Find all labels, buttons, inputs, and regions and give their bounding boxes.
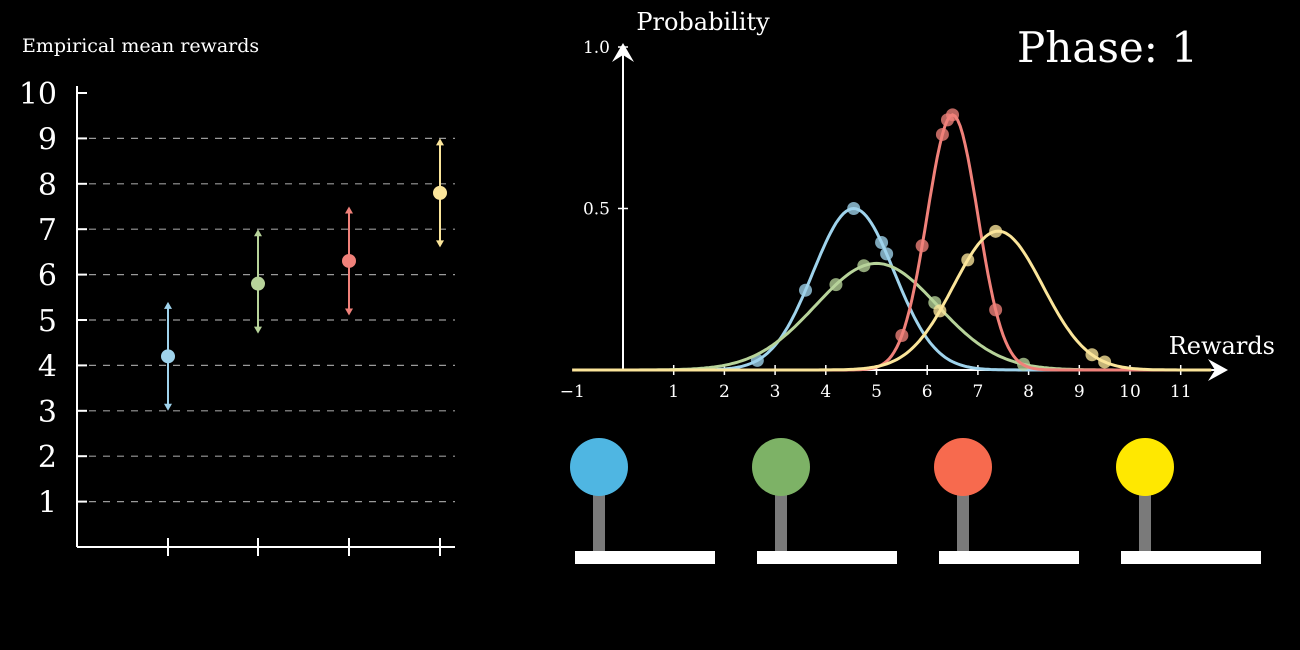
left-y-tick-label: 2: [38, 440, 57, 475]
lever-stick: [957, 493, 969, 558]
error-bar-arrow-down: [254, 326, 262, 334]
left-y-tick-label: 5: [38, 304, 57, 339]
error-bar-arrow-up: [164, 301, 172, 309]
right-y-tick-label: 1.0: [583, 38, 610, 58]
sample-point: [1085, 348, 1099, 362]
sample-point: [857, 259, 871, 273]
phase-label: Phase: 1: [1017, 23, 1198, 72]
sample-point: [847, 202, 861, 215]
mean-point: [161, 349, 175, 364]
error-bar-arrow-down: [436, 240, 444, 248]
right-x-tick-label: 5: [871, 382, 882, 402]
left-y-tick-label: 1: [38, 486, 57, 521]
right-x-tick-label: 6: [922, 382, 933, 402]
left-y-tick-label: 6: [38, 259, 57, 294]
mean-point: [433, 185, 447, 200]
error-bar-arrow-up: [436, 138, 444, 146]
bandit-lever: [1116, 438, 1261, 564]
right-x-tick-label: 8: [1023, 382, 1034, 402]
sample-point: [799, 283, 813, 297]
reward-probability-chart: Probability Rewards −1 1 2 3 4 5 6 7 8 9 10 11 0.5 1.…: [560, 8, 1275, 402]
bandit-lever: [570, 438, 715, 564]
mean-point: [251, 276, 265, 291]
left-chart-title: Empirical mean rewards: [22, 35, 259, 57]
mean-point: [342, 253, 356, 268]
error-bar-arrow-down: [164, 403, 172, 411]
lever-stick: [775, 493, 787, 558]
error-bar-arrow-down: [345, 308, 353, 316]
empirical-mean-rewards-chart: Empirical mean rewards 1 2 3 4 5 6 7 8 9 10: [19, 35, 455, 556]
sample-point: [1098, 355, 1112, 369]
lever-knob: [570, 438, 628, 496]
left-y-tick-label: 10: [19, 77, 57, 112]
left-y-tick-label: 9: [38, 122, 57, 157]
right-y-tick-label: 0.5: [583, 200, 610, 220]
distribution-curve: [572, 206, 1212, 372]
lever-knob: [934, 438, 992, 496]
lever-stick: [593, 493, 605, 558]
lever-base: [1121, 551, 1261, 564]
lever-base: [575, 551, 715, 564]
right-x-tick-label: −1: [560, 382, 585, 402]
sample-point: [875, 235, 889, 249]
sample-point: [935, 127, 949, 141]
sample-point: [961, 253, 975, 267]
lever-stick: [1139, 493, 1151, 558]
right-x-axis-arrow: [1208, 359, 1228, 381]
lever-knob: [1116, 438, 1174, 496]
right-x-tick-label: 9: [1074, 382, 1085, 402]
sample-point: [989, 224, 1003, 238]
sample-point: [989, 303, 1003, 317]
right-x-tick-label: 2: [719, 382, 730, 402]
left-y-tick-label: 3: [38, 395, 57, 430]
left-y-tick-label: 4: [38, 349, 57, 384]
right-x-tick-label: 3: [770, 382, 781, 402]
right-x-tick-label: 7: [972, 382, 983, 402]
right-y-axis-arrow: [612, 43, 634, 62]
right-x-tick-label: 1: [668, 382, 679, 402]
sample-point: [895, 328, 909, 342]
error-bar-arrow-up: [345, 206, 353, 214]
bandit-lever: [752, 438, 897, 564]
sample-point: [933, 304, 947, 318]
left-y-tick-label: 8: [38, 168, 57, 203]
sample-point: [946, 108, 960, 122]
left-y-tick-label: 7: [38, 213, 57, 248]
lever-knob: [752, 438, 810, 496]
bandit-levers: [570, 438, 1261, 564]
bandit-lever: [934, 438, 1079, 564]
distribution-curve: [572, 113, 1212, 372]
lever-base: [757, 551, 897, 564]
sample-point: [880, 247, 894, 261]
y-axis-label: Probability: [636, 8, 770, 36]
x-axis-label: Rewards: [1169, 332, 1275, 360]
right-x-tick-label: 10: [1119, 382, 1141, 402]
right-x-tick-label: 11: [1170, 382, 1192, 402]
error-bar-arrow-up: [254, 229, 262, 237]
lever-base: [939, 551, 1079, 564]
right-x-tick-label: 4: [820, 382, 831, 402]
sample-point: [829, 278, 843, 292]
sample-point: [915, 239, 929, 253]
